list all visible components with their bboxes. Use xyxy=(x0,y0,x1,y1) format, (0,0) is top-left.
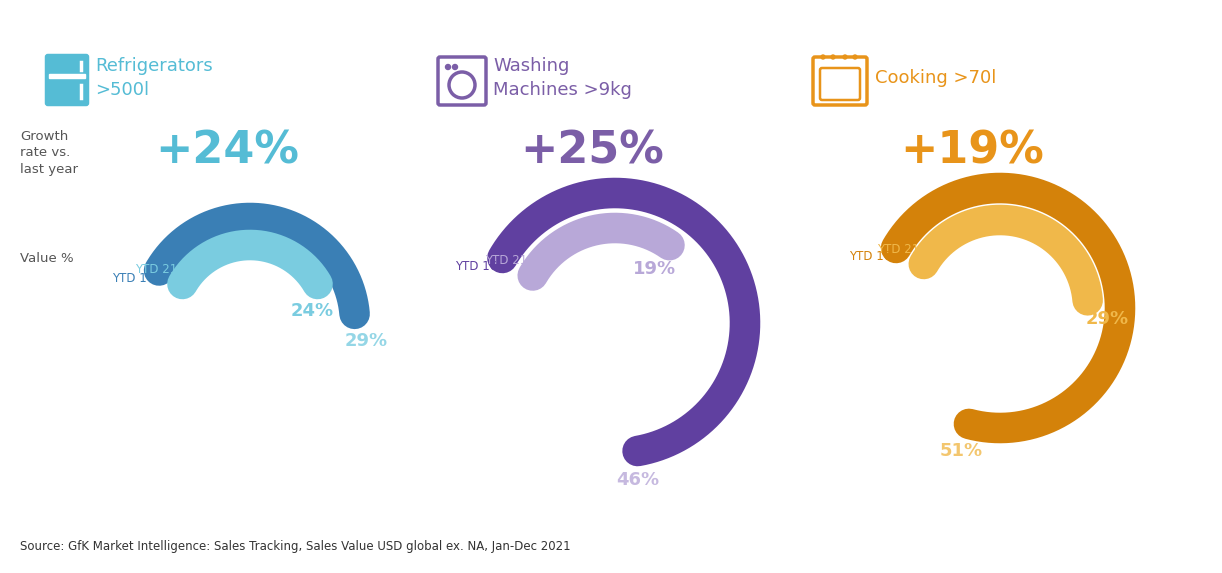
Text: Washing
Machines >9kg: Washing Machines >9kg xyxy=(492,57,632,99)
FancyBboxPatch shape xyxy=(46,76,88,104)
Circle shape xyxy=(831,55,835,59)
Text: YTD 21: YTD 21 xyxy=(485,254,528,268)
Text: +19%: +19% xyxy=(899,129,1044,172)
Text: 24%: 24% xyxy=(291,302,334,320)
Bar xyxy=(49,74,86,78)
Circle shape xyxy=(853,55,857,59)
Circle shape xyxy=(446,65,451,69)
Text: Value %: Value % xyxy=(20,252,73,265)
Text: 29%: 29% xyxy=(1086,311,1129,328)
Text: 46%: 46% xyxy=(616,471,659,489)
Text: Source: GfK Market Intelligence: Sales Tracking, Sales Value USD global ex. NA, : Source: GfK Market Intelligence: Sales T… xyxy=(20,540,571,553)
Text: Refrigerators
>500l: Refrigerators >500l xyxy=(95,57,213,99)
Text: 19%: 19% xyxy=(633,260,676,278)
FancyBboxPatch shape xyxy=(46,56,88,77)
Text: YTD 16: YTD 16 xyxy=(112,273,154,285)
Circle shape xyxy=(452,65,457,69)
Circle shape xyxy=(843,55,847,59)
Text: Growth
rate vs.
last year: Growth rate vs. last year xyxy=(20,129,78,176)
Text: 51%: 51% xyxy=(940,442,982,460)
Text: YTD 16: YTD 16 xyxy=(455,260,497,273)
Text: YTD 21: YTD 21 xyxy=(876,243,919,256)
Text: YTD 16: YTD 16 xyxy=(849,250,891,263)
Text: +24%: +24% xyxy=(155,129,299,172)
Text: 29%: 29% xyxy=(345,332,389,350)
Circle shape xyxy=(821,55,825,59)
Text: Cooking >70l: Cooking >70l xyxy=(875,69,996,87)
Text: YTD 21: YTD 21 xyxy=(136,263,177,276)
Text: +25%: +25% xyxy=(521,129,664,172)
